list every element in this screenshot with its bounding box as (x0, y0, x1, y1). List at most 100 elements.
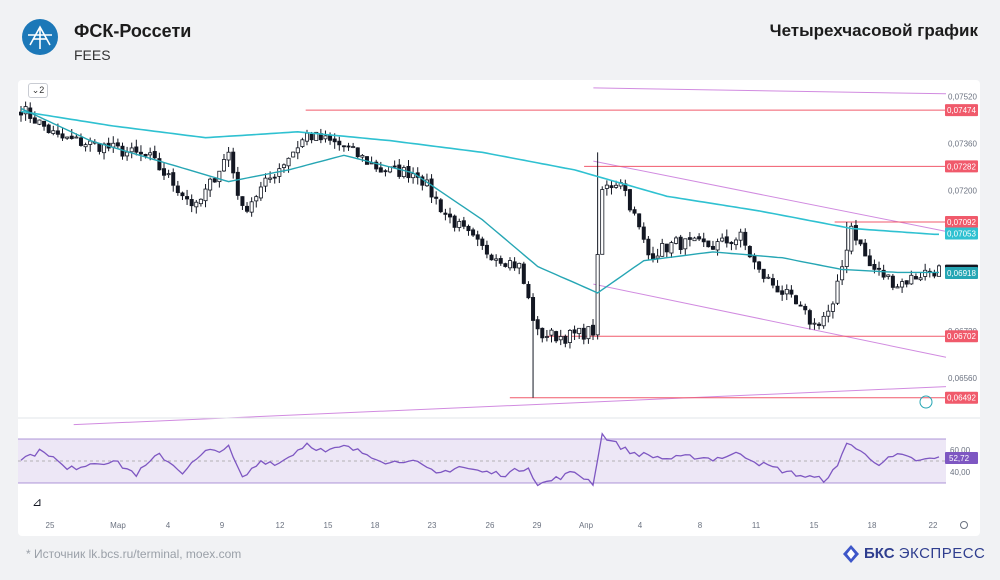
candle-body (770, 278, 775, 286)
candle-body (314, 131, 319, 141)
rsi-value-label: 52,72 (949, 454, 970, 463)
x-tick-label: 4 (166, 521, 171, 530)
candle-body (83, 144, 88, 148)
candle-body (438, 199, 443, 213)
candle-body (572, 329, 577, 334)
candle-body (115, 142, 120, 147)
candle-body (212, 178, 217, 183)
trend-line (593, 283, 947, 358)
candle-body (747, 246, 752, 258)
candle-body (918, 277, 923, 281)
candle-body (581, 327, 586, 340)
candle-body (411, 173, 416, 179)
level-tag (945, 330, 978, 343)
candle-body (872, 263, 877, 270)
x-tick-label: 4 (638, 521, 643, 530)
candle-body (678, 236, 683, 250)
candle-body (194, 201, 199, 208)
price-chart: 0,075200,073600,072000,067200,065600,074… (18, 87, 980, 530)
candle-body (812, 322, 817, 325)
candle-body (913, 276, 918, 280)
x-tick-label: 26 (486, 521, 495, 530)
candle-body (97, 143, 102, 152)
candle-body (484, 244, 489, 255)
candle-body (881, 269, 886, 278)
candle-body (558, 336, 563, 341)
candle-body (687, 237, 692, 240)
candle-body (844, 249, 849, 267)
candle-body (849, 225, 854, 252)
candle-body (143, 153, 148, 157)
candle-body (604, 184, 609, 189)
chevron-down-icon: ⌄ (31, 85, 40, 95)
candle-body (780, 290, 785, 295)
candle-body (660, 243, 665, 257)
settings-gear-icon (960, 521, 968, 529)
candle-body (923, 269, 928, 277)
x-tick-label: 18 (868, 521, 877, 530)
candle-body (263, 177, 268, 187)
candle-body (457, 221, 462, 228)
candle-body (789, 289, 794, 295)
candle-body (637, 213, 642, 228)
collapse-indicators-button[interactable]: ⌄2 (28, 83, 48, 98)
alert-icon (919, 395, 933, 409)
candle-body (152, 151, 157, 159)
candle-body (632, 209, 637, 214)
trend-line (73, 386, 947, 426)
candle-body (655, 255, 660, 259)
candle-body (591, 324, 596, 336)
candle-body (507, 260, 512, 269)
level-tag (945, 216, 978, 229)
candle-body (807, 310, 812, 325)
candle-body (401, 167, 406, 178)
candle-body (729, 241, 734, 245)
candle-body (761, 268, 766, 279)
price-tag-label: 0,07053 (947, 229, 976, 238)
candle-body (664, 243, 669, 253)
candle-body (498, 258, 503, 264)
candle-body (226, 151, 231, 161)
candle-body (434, 196, 439, 199)
candle-body (378, 167, 383, 173)
candle-body (641, 226, 646, 240)
candle-body (803, 305, 808, 311)
candle-body (512, 261, 517, 269)
candle-body (221, 159, 226, 172)
candle-body (937, 265, 942, 277)
candle-body (840, 266, 845, 281)
x-tick-label: 8 (698, 521, 703, 530)
x-tick-label: 25 (46, 521, 55, 530)
candle-body (909, 274, 914, 285)
candle-body (254, 196, 259, 202)
candle-body (443, 212, 448, 215)
candle-body (835, 280, 840, 304)
candle-body (877, 267, 882, 270)
candle-body (185, 196, 190, 200)
x-tick-label: Апр (579, 521, 594, 530)
candle-body (900, 281, 905, 288)
candle-body (351, 146, 356, 148)
y-tick-label: 0,07520 (948, 93, 977, 102)
candle-body (595, 254, 600, 336)
level-tag-label: 0,07282 (947, 162, 976, 171)
candle-body (258, 186, 263, 199)
candle-body (853, 225, 858, 241)
candle-body (360, 155, 365, 158)
candle-body (272, 176, 277, 179)
candle-body (305, 132, 310, 142)
candle-body (554, 331, 559, 342)
ma-slow-line (20, 110, 939, 236)
level-tag-label: 0,07474 (947, 106, 976, 115)
candle-body (32, 117, 37, 124)
level-tag (945, 391, 978, 404)
candle-body (697, 236, 702, 240)
x-tick-label: 23 (428, 521, 437, 530)
candle-body (148, 152, 153, 156)
candle-body (475, 234, 480, 240)
candle-body (300, 139, 305, 147)
candle-body (217, 170, 222, 183)
candle-body (337, 140, 342, 146)
brand-main: БКС (864, 545, 895, 562)
candle-body (157, 158, 162, 171)
